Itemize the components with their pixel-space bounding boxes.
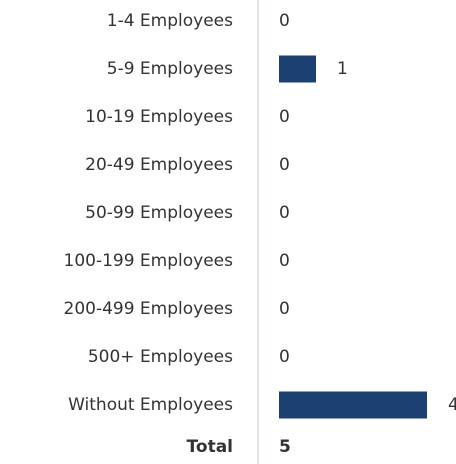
value-label: 1	[337, 59, 348, 79]
category-label: 20-49 Employees	[85, 155, 233, 175]
bar	[279, 391, 427, 419]
total-value: 5	[279, 437, 291, 457]
category-label: Without Employees	[68, 395, 233, 415]
category-label: 200-499 Employees	[64, 299, 234, 319]
category-label: 5-9 Employees	[107, 59, 233, 79]
category-label: 100-199 Employees	[64, 251, 234, 271]
value-label: 0	[279, 251, 290, 271]
category-label: 500+ Employees	[88, 347, 233, 367]
category-label: 50-99 Employees	[85, 203, 233, 223]
value-label: 0	[279, 107, 290, 127]
value-label: 0	[279, 203, 290, 223]
value-label: 0	[279, 155, 290, 175]
category-label: 10-19 Employees	[85, 107, 233, 127]
value-label: 0	[279, 347, 290, 367]
value-label: 0	[279, 299, 290, 319]
total-label: Total	[187, 437, 233, 457]
category-label: 1-4 Employees	[107, 11, 233, 31]
bar	[279, 55, 316, 83]
value-label: 0	[279, 11, 290, 31]
value-label: 4	[448, 395, 456, 415]
